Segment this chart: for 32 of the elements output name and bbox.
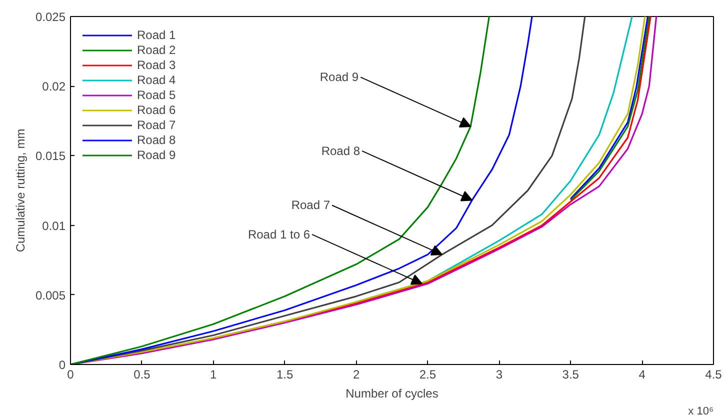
annotation: Road 1 to 6: [248, 227, 310, 242]
y-tick-label: 0.02: [42, 80, 66, 94]
x-tick-label: 2.5: [419, 368, 436, 382]
x-axis-title: Number of cycles: [346, 386, 438, 400]
legend-label: Road 2: [137, 43, 176, 57]
legend-label: Road 6: [137, 103, 176, 117]
y-tick-label: 0.005: [35, 288, 66, 302]
x-tick-label: 3.5: [562, 368, 580, 382]
legend-label: Road 9: [137, 148, 176, 162]
legend-label: Road 7: [137, 118, 176, 132]
annotation: Road 8: [321, 144, 360, 158]
x-tick-label: 3: [496, 368, 503, 382]
annotation: Road 9: [320, 70, 359, 84]
legend-label: Road 8: [137, 133, 176, 147]
annotation: Road 7: [291, 198, 330, 212]
y-tick-label: 0.015: [35, 149, 66, 164]
legend-label: Road 5: [137, 88, 176, 102]
y-tick-label: 0: [58, 358, 66, 372]
y-tick-label: 0.025: [35, 10, 66, 24]
legend-label: Road 3: [137, 58, 176, 72]
y-tick-label: 0.01: [42, 218, 66, 233]
x-tick-label: 0: [67, 368, 74, 382]
text: x 10⁶: [688, 406, 714, 417]
x-tick-label: 4: [638, 368, 646, 382]
x-tick-label: 2: [352, 368, 360, 382]
x-tick-label: 0.5: [134, 368, 151, 382]
x-tick-label: 4.5: [705, 368, 722, 382]
x-tick-label: 1.5: [276, 368, 294, 382]
legend-label: Road 4: [137, 73, 176, 87]
x-tick-label: 1: [210, 368, 218, 382]
y-axis-title: Cumulative rutting, mm: [13, 128, 28, 252]
legend-label: Road 1: [137, 28, 176, 42]
